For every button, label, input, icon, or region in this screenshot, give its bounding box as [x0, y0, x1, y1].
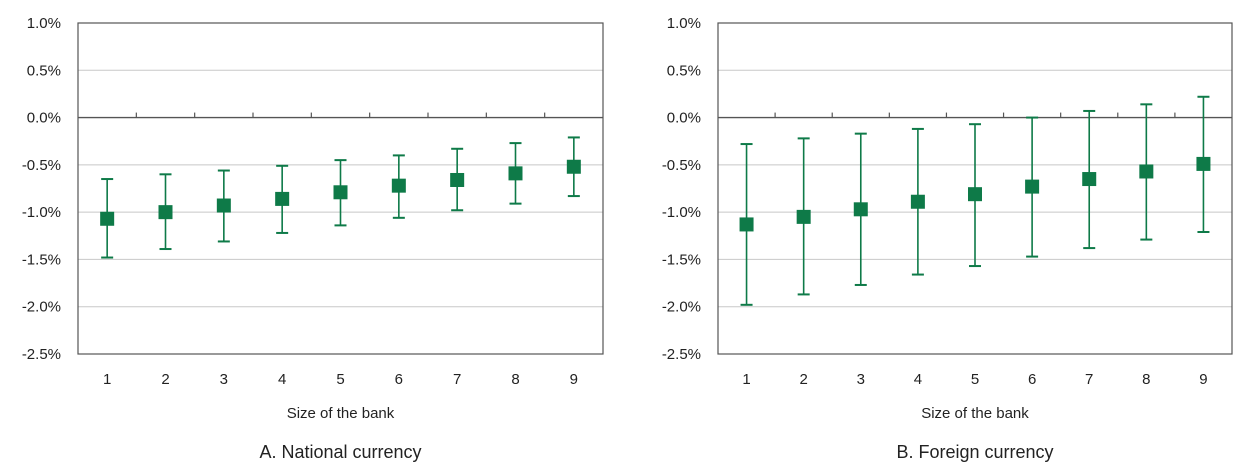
x-axis-label: Size of the bank [921, 405, 1029, 422]
y-tick-label: 0.5% [27, 62, 61, 79]
plot-frame [717, 22, 1233, 355]
y-tick-label: 0.0% [667, 110, 701, 127]
chart-title: A. National currency [259, 442, 421, 462]
y-tick-label: 1.0% [667, 15, 701, 32]
x-tick-label: 1 [103, 371, 111, 388]
y-tick-label: -1.0% [662, 204, 701, 221]
chart-panel-2: 1.0% 0.5% 0.0% -0.5% -1.0% -1.5% -2.0% -2.5% 1 2 3… [662, 15, 1233, 462]
data-point [158, 205, 173, 220]
data-point [1082, 172, 1097, 187]
x-tick-label: 4 [914, 371, 922, 388]
data-point [450, 172, 465, 187]
x-tick-label: 1 [742, 371, 750, 388]
y-tick-label: -0.5% [22, 157, 61, 174]
data-point [566, 159, 581, 174]
data-point [1196, 156, 1211, 171]
y-tick-label: 0.5% [667, 62, 701, 79]
data-point [391, 178, 406, 193]
x-tick-label: 6 [395, 371, 403, 388]
data-point [796, 209, 811, 224]
y-tick-label: 1.0% [27, 15, 61, 32]
data-point [1025, 179, 1040, 194]
y-tick-label: -2.0% [662, 299, 701, 316]
x-tick-label: 9 [570, 371, 578, 388]
y-tick-label: -1.0% [22, 204, 61, 221]
y-tick-label: 0.0% [27, 110, 61, 127]
x-tick-label: 5 [971, 371, 979, 388]
y-tick-label: -2.5% [22, 346, 61, 363]
y-tick-label: -1.5% [662, 251, 701, 268]
data-point [853, 202, 868, 217]
data-point [100, 211, 115, 226]
x-tick-label: 2 [161, 371, 169, 388]
x-tick-label: 9 [1199, 371, 1207, 388]
x-tick-label: 5 [336, 371, 344, 388]
y-tick-label: -0.5% [662, 157, 701, 174]
x-tick-label: 8 [1142, 371, 1150, 388]
x-axis-label: Size of the bank [287, 405, 395, 422]
x-tick-label: 7 [1085, 371, 1093, 388]
x-tick-label: 6 [1028, 371, 1036, 388]
chart-title: B. Foreign currency [896, 442, 1053, 462]
chart-panel-1: 1.0% 0.5% 0.0% -0.5% -1.0% -1.5% -2.0% -2.5% 1 2 3… [22, 15, 604, 462]
x-tick-label: 3 [857, 371, 865, 388]
data-point [216, 198, 231, 213]
y-tick-label: -1.5% [22, 251, 61, 268]
data-point [508, 166, 523, 181]
y-tick-label: -2.0% [22, 299, 61, 316]
x-tick-label: 3 [220, 371, 228, 388]
data-point [739, 217, 754, 232]
x-tick-label: 2 [799, 371, 807, 388]
y-tick-label: -2.5% [662, 346, 701, 363]
data-point [910, 194, 925, 209]
plot-frame [77, 22, 604, 355]
data-point [968, 187, 982, 202]
data-point [1139, 164, 1154, 179]
x-tick-label: 8 [511, 371, 519, 388]
x-tick-label: 7 [453, 371, 461, 388]
data-point [275, 191, 290, 206]
x-tick-label: 4 [278, 371, 286, 388]
data-point [333, 185, 348, 200]
